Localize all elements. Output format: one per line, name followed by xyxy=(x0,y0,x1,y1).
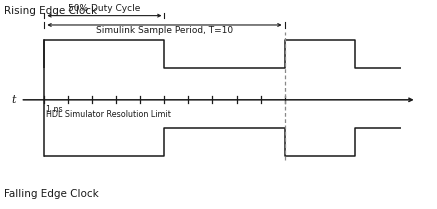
Text: 50% Duty Cycle: 50% Duty Cycle xyxy=(68,4,141,13)
Text: t: t xyxy=(12,95,16,105)
Text: HDL Simulator Resolution Limit: HDL Simulator Resolution Limit xyxy=(46,110,171,119)
Text: Rising Edge Clock: Rising Edge Clock xyxy=(4,6,97,16)
Text: 1 ns: 1 ns xyxy=(46,105,63,114)
Text: Simulink Sample Period, T=10: Simulink Sample Period, T=10 xyxy=(96,26,233,35)
Text: Falling Edge Clock: Falling Edge Clock xyxy=(4,189,99,199)
